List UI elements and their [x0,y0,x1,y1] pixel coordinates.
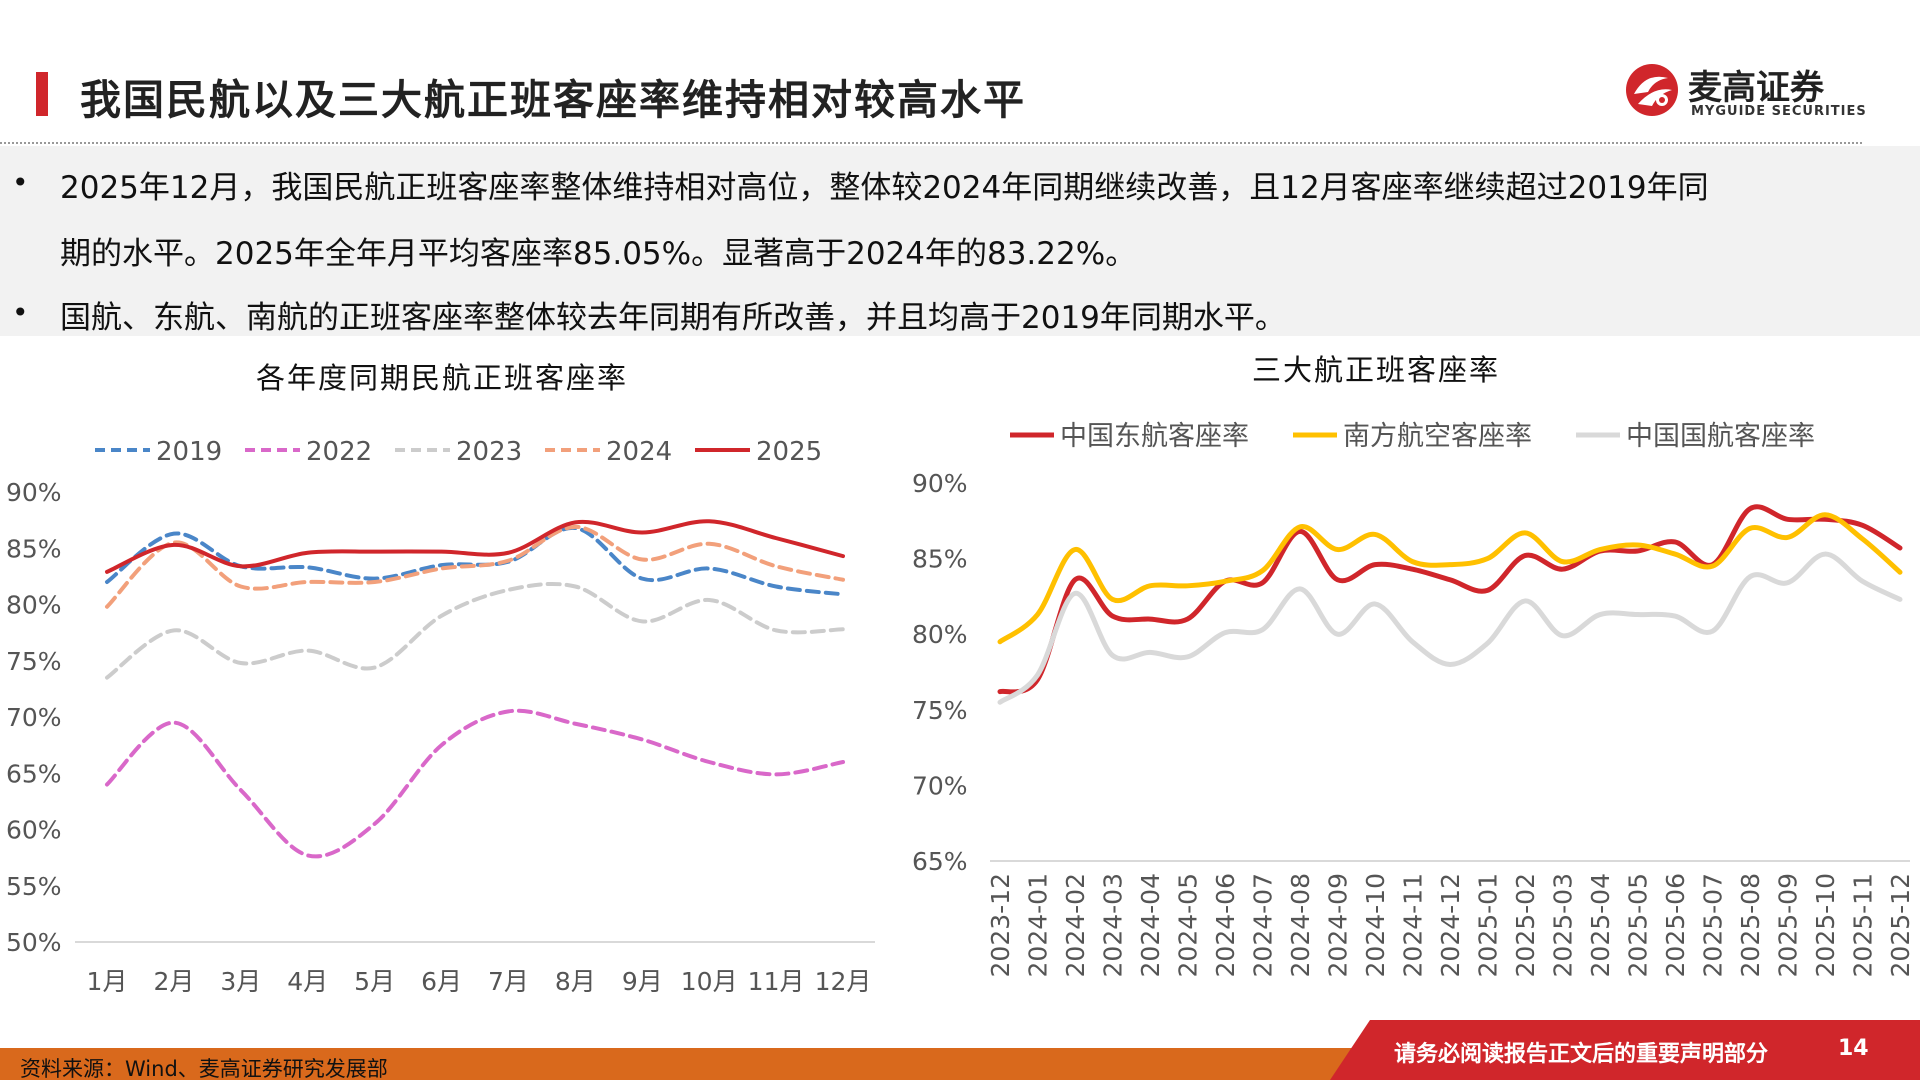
y-tick-label: 85% [912,545,968,574]
x-tick-label: 2025-08 [1736,873,1765,977]
legend-label: 2019 [156,437,222,467]
x-tick-label: 2025-01 [1474,873,1503,977]
x-tick-label: 2025-10 [1811,873,1840,977]
right-chart: 65% 70% 75% 80% 85% 90% 2023-12 2024-01 2024-02 2… [912,421,1915,977]
y-tick-label: 90% [6,478,62,507]
x-tick-label: 8月 [555,967,596,996]
x-tick-label: 2025-12 [1886,873,1915,977]
y-tick-label: 65% [6,759,62,788]
y-tick-label: 85% [6,534,62,563]
series-line-中国国航客座率 [997,551,1903,705]
footer-disclaimer-bg [1330,1020,1920,1080]
title-accent-bar [36,72,48,116]
x-tick-label: 2024-11 [1399,873,1428,977]
legend-label: 南方航空客座率 [1343,421,1532,452]
x-tick-label: 2024-07 [1249,873,1278,977]
x-tick-label: 3月 [220,967,261,996]
header-divider [0,142,1862,144]
y-tick-label: 80% [6,591,62,620]
x-tick-label: 2025-09 [1774,873,1803,977]
disclaimer-text: 请务必阅读报告正文后的重要声明部分 [1394,1042,1769,1067]
series-line-2022 [105,708,845,859]
bullet-1-line-2: 期的水平。2025年全年月平均客座率85.05%。显著高于2024年的83.22… [60,236,1137,272]
x-tick-label: 12月 [815,967,872,996]
x-tick-label: 2月 [153,967,194,996]
series-line-2019 [105,525,845,597]
x-tick-label: 2024-04 [1136,873,1165,977]
x-tick-label: 2025-04 [1586,873,1615,977]
y-tick-label: 70% [6,703,62,732]
legend-label: 2023 [456,437,522,467]
bullet-2-line-1: 国航、东航、南航的正班客座率整体较去年同期有所改善，并且均高于2019年同期水平… [60,300,1286,336]
x-tick-label: 4月 [287,967,328,996]
y-tick-label: 50% [6,928,62,957]
series-line-中国东航客座率 [997,504,1903,695]
x-tick-label: 11月 [748,967,805,996]
x-tick-label: 2025-11 [1849,873,1878,977]
y-tick-label: 65% [912,847,968,876]
summary-box: • 2025年12月，我国民航正班客座率整体维持相对高位，整体较2024年同期继… [0,146,1920,336]
source-note: 资料来源：Wind、麦高证券研究发展部 [20,1057,388,1081]
page-title: 我国民航以及三大航正班客座率维持相对较高水平 [80,76,1026,124]
x-tick-label: 2023-12 [986,873,1015,977]
series-line-2024 [105,524,845,609]
logo-subtitle: MYGUIDE SECURITIES [1691,104,1867,119]
series-line-南方航空客座率 [997,512,1903,645]
x-tick-label: 2024-09 [1324,873,1353,977]
x-tick-label: 2025-02 [1511,873,1540,977]
x-tick-label: 10月 [681,967,738,996]
x-tick-label: 9月 [622,967,663,996]
x-tick-label: 7月 [488,967,529,996]
legend-label: 2025 [756,437,822,467]
y-tick-label: 75% [912,696,968,725]
bullet-marker: • [12,166,29,199]
left-chart-title: 各年度同期民航正班客座率 [256,361,629,395]
legend-label: 中国东航客座率 [1060,421,1249,452]
y-tick-label: 55% [6,872,62,901]
x-tick-label: 2024-02 [1061,873,1090,977]
y-tick-label: 60% [6,816,62,845]
legend-label: 2022 [306,437,372,467]
right-chart-title: 三大航正班客座率 [1252,353,1501,387]
legend-label: 中国国航客座率 [1626,421,1815,452]
x-tick-label: 1月 [87,967,128,996]
bullet-1-line-1: 2025年12月，我国民航正班客座率整体维持相对高位，整体较2024年同期继续改… [60,170,1709,206]
x-tick-label: 2025-06 [1661,873,1690,977]
page-number: 14 [1838,1036,1869,1061]
legend-label: 2024 [606,437,672,467]
y-tick-label: 70% [912,771,968,800]
x-tick-label: 2025-07 [1699,873,1728,977]
x-tick-label: 2024-05 [1174,873,1203,977]
x-tick-label: 2024-03 [1099,873,1128,977]
x-tick-label: 2024-08 [1286,873,1315,977]
x-tick-label: 2024-01 [1024,873,1053,977]
bullet-marker: • [12,296,29,329]
series-line-2023 [105,581,845,680]
x-tick-label: 2024-10 [1361,873,1390,977]
x-tick-label: 6月 [421,967,462,996]
x-tick-label: 2025-05 [1624,873,1653,977]
series-line-2025 [105,519,845,574]
logo-name: 麦高证券 [1688,68,1824,108]
myguide-logo-icon [1624,62,1680,118]
left-chart: 50% 55% 60% 65% 70% 75% 80% 85% 90% 1月 2月 3月 4月 5月 6月 7… [6,437,875,996]
x-tick-label: 2024-12 [1436,873,1465,977]
x-tick-label: 5月 [354,967,395,996]
y-tick-label: 80% [912,620,968,649]
x-tick-label: 2024-06 [1211,873,1240,977]
y-tick-label: 75% [6,647,62,676]
x-tick-label: 2025-03 [1549,873,1578,977]
y-tick-label: 90% [912,469,968,498]
